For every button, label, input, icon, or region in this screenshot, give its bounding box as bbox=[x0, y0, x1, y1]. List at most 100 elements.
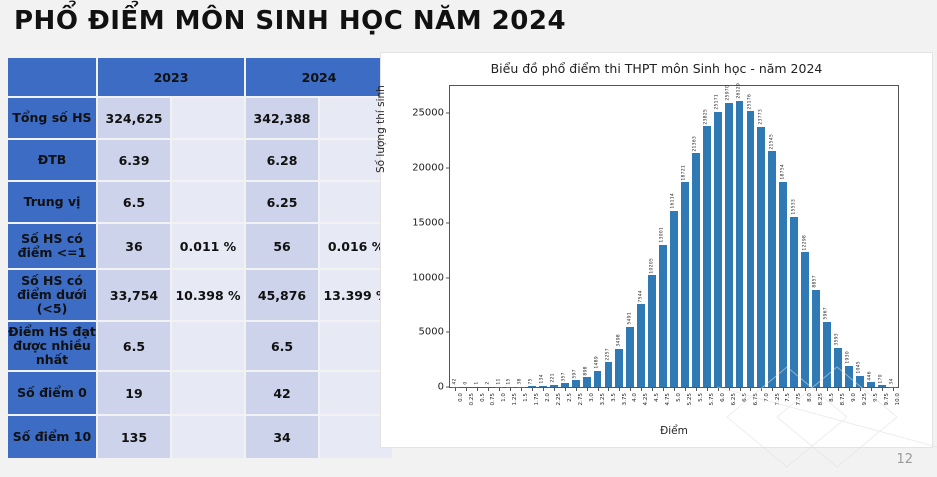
chart-bar bbox=[626, 326, 635, 387]
chart-bar bbox=[844, 365, 853, 387]
chart-bar-label: 23773 bbox=[758, 109, 764, 125]
x-tick-mark bbox=[848, 387, 850, 391]
chart-bar bbox=[604, 362, 613, 387]
chart-bar bbox=[702, 126, 711, 387]
x-tick-label: 3.75 bbox=[621, 393, 628, 406]
x-tick-mark bbox=[674, 387, 675, 391]
y-tick-mark bbox=[446, 167, 450, 169]
chart-bar-label: 1930 bbox=[845, 351, 851, 364]
chart-bar-label: 11 bbox=[495, 378, 501, 385]
x-tick-label: 8.0 bbox=[807, 393, 814, 402]
y-tick-label: 15000 bbox=[412, 217, 444, 229]
x-tick-mark bbox=[837, 387, 839, 391]
x-tick-mark bbox=[772, 387, 774, 391]
chart-bar-label: 25176 bbox=[747, 93, 753, 110]
cell-2024-value: 56 bbox=[246, 224, 319, 268]
x-tick-label: 5.75 bbox=[708, 393, 715, 406]
x-tick-mark bbox=[499, 387, 501, 391]
x-tick-mark bbox=[739, 387, 741, 391]
x-tick-mark bbox=[597, 387, 599, 391]
chart-bar bbox=[549, 384, 558, 387]
x-tick-label: 3.5 bbox=[610, 393, 617, 402]
x-tick-label: 7.0 bbox=[763, 393, 770, 402]
chart-x-axis-label: Điểm bbox=[660, 425, 688, 437]
chart-bar-label: 75 bbox=[528, 377, 534, 385]
x-tick-mark bbox=[488, 387, 490, 391]
chart-bar-label: 597 bbox=[572, 369, 578, 379]
table-row-label: Số HS có điểm dưới (<5) bbox=[8, 270, 96, 320]
x-tick-mark bbox=[859, 387, 861, 391]
chart-panel: Biểu đồ phổ điểm thi THPT môn Sinh học -… bbox=[375, 52, 933, 448]
x-tick-label: 0.25 bbox=[468, 393, 475, 406]
chart-bar-label: 0 bbox=[463, 381, 469, 385]
chart-bar bbox=[637, 304, 646, 387]
table-header-corner bbox=[8, 58, 96, 96]
chart-bar bbox=[593, 370, 602, 387]
x-tick-label: 1.75 bbox=[534, 393, 541, 406]
y-tick-label: 20000 bbox=[412, 162, 444, 174]
y-tick-mark bbox=[446, 386, 450, 388]
chart-bar-label: 26129 bbox=[736, 83, 742, 100]
chart-bar bbox=[582, 377, 591, 387]
chart-bar-label: 1045 bbox=[856, 361, 862, 374]
table-row-label: ĐTB bbox=[8, 140, 96, 180]
chart-bar-label: 42 bbox=[452, 378, 458, 385]
x-tick-mark bbox=[870, 387, 872, 391]
chart-bar-label: 898 bbox=[583, 365, 589, 376]
chart-bar-label: 21363 bbox=[692, 135, 698, 152]
cell-2024-value: 6.5 bbox=[246, 322, 319, 370]
x-tick-mark bbox=[652, 387, 654, 391]
chart-bar bbox=[691, 153, 700, 387]
chart-bar bbox=[768, 151, 777, 387]
chart-bar bbox=[659, 244, 667, 387]
chart-bar-label: 357 bbox=[561, 371, 567, 382]
table-row: Điểm HS đạt được nhiều nhất 6.5 6.5 bbox=[8, 322, 393, 370]
x-tick-mark bbox=[695, 387, 697, 391]
x-tick-label: 5.5 bbox=[698, 393, 705, 402]
y-tick-mark bbox=[446, 277, 450, 279]
x-tick-mark bbox=[641, 387, 643, 391]
x-tick-mark bbox=[575, 387, 577, 391]
chart-bar-label: 446 bbox=[867, 370, 873, 381]
cell-2023-percent bbox=[172, 322, 245, 370]
x-tick-mark bbox=[477, 387, 479, 391]
x-tick-mark bbox=[608, 387, 610, 391]
cell-2024-value: 342,388 bbox=[246, 98, 319, 138]
cell-2023-percent: 10.398 % bbox=[172, 270, 245, 320]
x-tick-label: 0.5 bbox=[479, 393, 486, 402]
statistics-table: 2023 2024 Tổng số HS 324,625 342,388 ĐTB 6.3… bbox=[6, 56, 394, 460]
table-row: Số điểm 0 19 42 bbox=[8, 372, 393, 414]
chart-bar-label: 38 bbox=[517, 378, 523, 385]
x-tick-label: 2.0 bbox=[545, 393, 552, 402]
x-tick-mark bbox=[706, 387, 708, 391]
table-row-label: Số điểm 0 bbox=[8, 372, 96, 414]
x-tick-label: 1.5 bbox=[523, 393, 530, 402]
x-tick-label: 2.25 bbox=[556, 393, 562, 406]
chart-bar bbox=[855, 375, 864, 387]
chart-bar-label: 1 bbox=[474, 381, 480, 385]
x-tick-label: 6.75 bbox=[752, 393, 759, 406]
x-tick-mark bbox=[805, 387, 807, 391]
x-tick-label: 2.75 bbox=[577, 393, 584, 406]
chart-bar-label: 13001 bbox=[659, 227, 665, 243]
table-row: Tổng số HS 324,625 342,388 bbox=[8, 98, 393, 138]
chart-bar bbox=[833, 347, 842, 387]
x-tick-label: 0.75 bbox=[490, 393, 497, 406]
x-tick-label: 4.75 bbox=[665, 393, 672, 406]
x-tick-label: 7.25 bbox=[774, 393, 781, 406]
table-row: Trung vị 6.5 6.25 bbox=[8, 182, 393, 222]
y-tick-label: 5000 bbox=[418, 326, 444, 338]
x-tick-mark bbox=[510, 387, 512, 391]
x-tick-mark bbox=[619, 387, 621, 391]
x-tick-label: 1.0 bbox=[501, 393, 508, 402]
x-tick-mark bbox=[684, 387, 686, 391]
cell-2023-value: 33,754 bbox=[98, 270, 170, 320]
table-header-row: 2023 2024 bbox=[8, 58, 393, 96]
x-tick-label: 3.25 bbox=[599, 393, 606, 406]
table-body: Tổng số HS 324,625 342,388 ĐTB 6.39 6.28 Trung… bbox=[8, 98, 393, 458]
chart-bar-label: 25970 bbox=[725, 85, 731, 101]
x-tick-mark bbox=[542, 387, 544, 391]
chart-bar bbox=[724, 102, 733, 387]
x-tick-mark bbox=[881, 387, 883, 391]
x-tick-label: 5.0 bbox=[676, 393, 683, 402]
